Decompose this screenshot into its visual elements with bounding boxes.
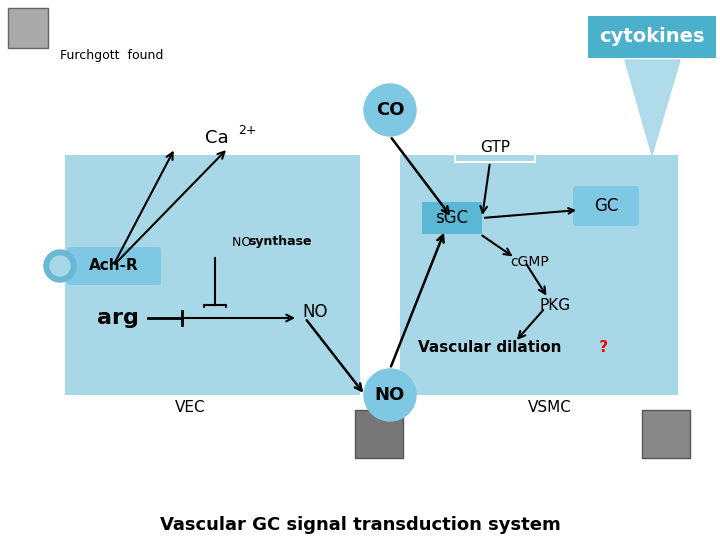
FancyBboxPatch shape [588,16,716,58]
Text: cGMP: cGMP [510,255,549,269]
Text: synthase: synthase [248,235,312,248]
Text: Ach-R: Ach-R [89,259,139,273]
Text: VSMC: VSMC [528,400,572,415]
Circle shape [364,84,416,136]
Text: sGC: sGC [436,209,469,227]
FancyBboxPatch shape [65,155,360,395]
Text: Ca: Ca [205,129,229,147]
Text: PKG: PKG [539,298,570,313]
Text: cytokines: cytokines [599,28,705,46]
Text: Furchgott  found: Furchgott found [60,49,163,62]
FancyBboxPatch shape [8,8,48,48]
Text: Vascular GC signal transduction system: Vascular GC signal transduction system [160,516,560,534]
Text: 2+: 2+ [238,124,256,137]
FancyBboxPatch shape [400,155,678,395]
Text: GTP: GTP [480,140,510,156]
Text: GC: GC [594,197,618,215]
Text: CO: CO [376,101,404,119]
Text: NO: NO [375,386,405,404]
Text: NO: NO [232,235,256,248]
Circle shape [364,369,416,421]
Circle shape [44,250,76,282]
Text: VEC: VEC [175,400,205,415]
Text: ?: ? [594,341,608,355]
Circle shape [50,256,70,276]
Text: NO: NO [302,303,328,321]
Polygon shape [625,60,680,155]
Text: arg: arg [97,308,139,328]
Text: Vascular dilation: Vascular dilation [418,341,562,355]
FancyBboxPatch shape [642,410,690,458]
FancyBboxPatch shape [67,247,161,285]
FancyBboxPatch shape [422,202,482,234]
FancyBboxPatch shape [355,410,403,458]
FancyBboxPatch shape [573,186,639,226]
